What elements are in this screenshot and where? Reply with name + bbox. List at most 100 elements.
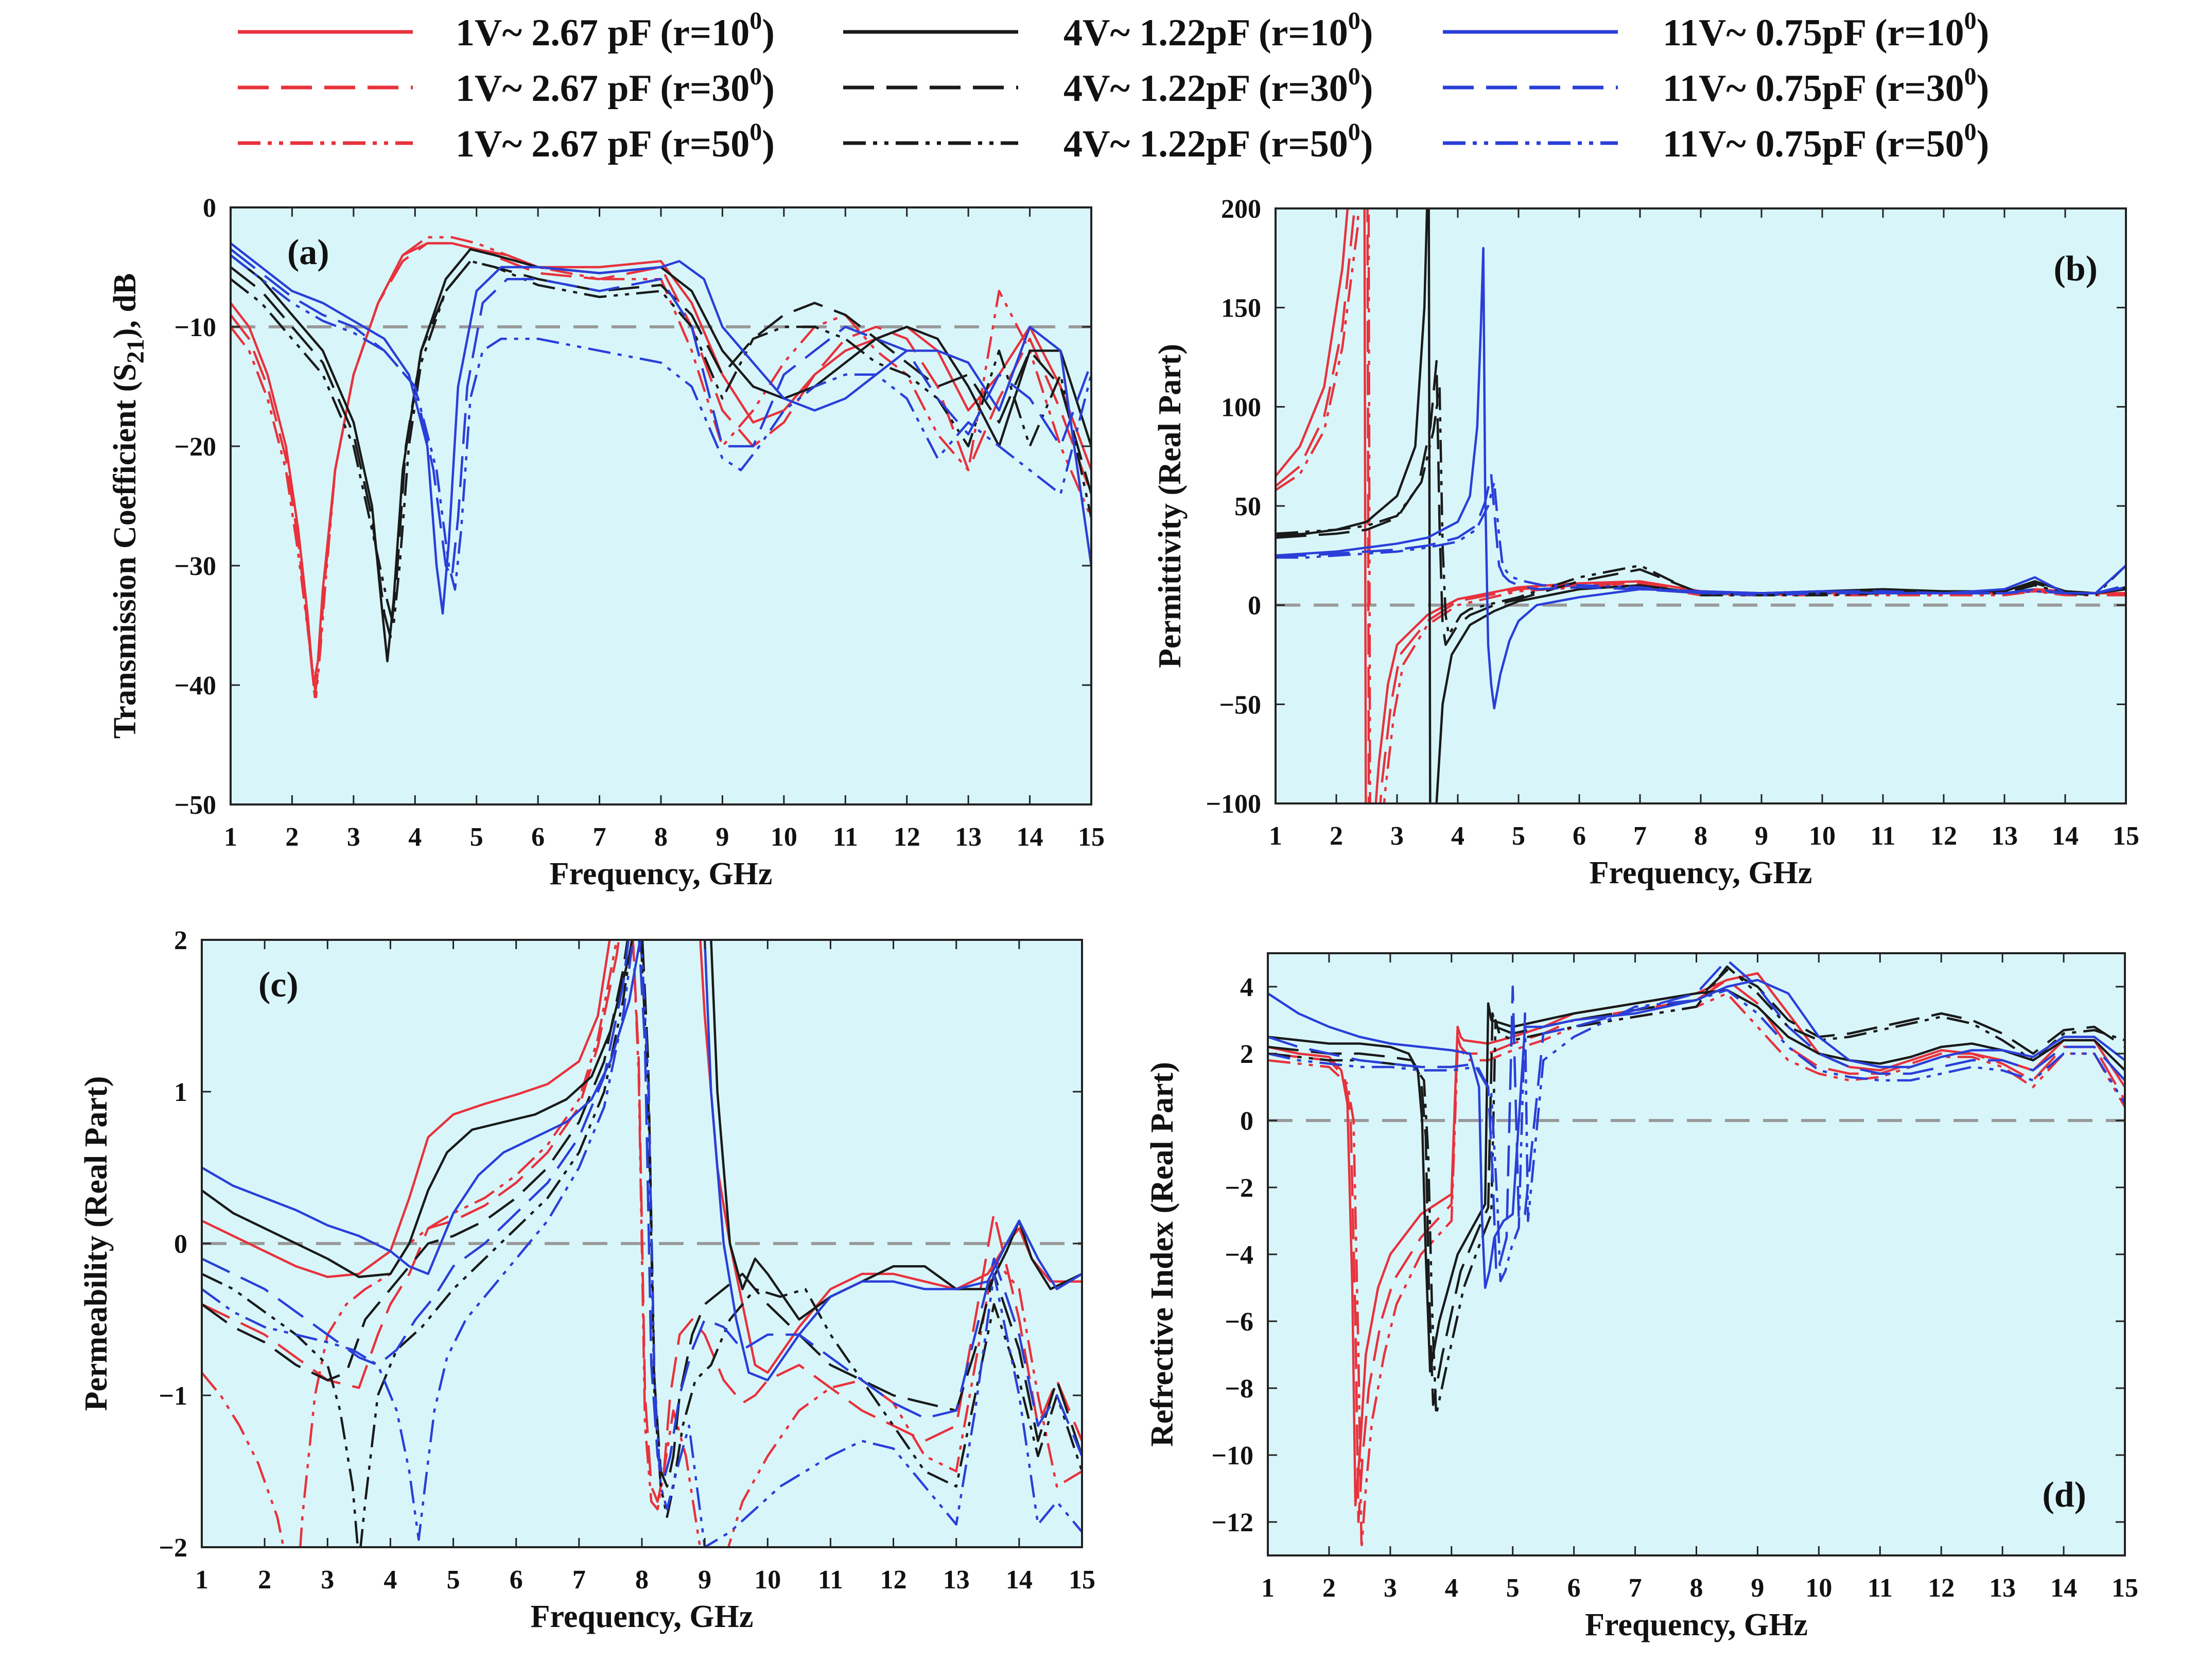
y-tick-label: −12 — [1211, 1508, 1253, 1537]
y-tick-label: −8 — [1225, 1374, 1253, 1404]
x-tick-label: 12 — [1930, 821, 1957, 851]
y-tick-label: −1 — [159, 1381, 187, 1411]
x-tick-label: 11 — [833, 822, 858, 852]
x-tick-label: 1 — [224, 822, 237, 852]
legend-label: 11V~ 0.75pF (r=300) — [1663, 63, 1989, 110]
x-tick-label: 2 — [1330, 821, 1343, 851]
series-blue-solid — [231, 242, 1091, 615]
x-tick-label: 4 — [408, 822, 422, 852]
legend-label: 1V~ 2.67 pF (r=300) — [456, 63, 775, 110]
series-group — [1268, 958, 2125, 1550]
x-tick-label: 10 — [1805, 1573, 1832, 1603]
x-tick-label: 13 — [955, 822, 982, 852]
panel-d: 1 2 3 4 5 6 7 8 9 10 11 12 13 14 15420−2−4−6−8−10−12Fr… — [1145, 952, 2138, 1642]
y-tick-label: 0 — [1240, 1107, 1253, 1136]
x-tick-label: 10 — [1809, 821, 1836, 851]
x-tick-label: 14 — [2050, 1573, 2077, 1603]
y-tick-label: −4 — [1225, 1240, 1253, 1270]
x-tick-label: 9 — [716, 822, 729, 852]
y-tick-label: 1 — [174, 1078, 187, 1107]
legend-label: 11V~ 0.75pF (r=500) — [1663, 118, 1989, 165]
legend-label: 4V~ 1.22pF (r=500) — [1063, 118, 1373, 165]
x-tick-label: 15 — [1069, 1565, 1095, 1595]
legend: 1V~ 2.67 pF (r=100) 1V~ 2.67 pF (r=300) 1V… — [238, 7, 1989, 165]
y-axis-label: Refrective Index (Real Part) — [1145, 1062, 1180, 1447]
x-tick-label: 7 — [593, 822, 606, 852]
plot-area — [231, 207, 1091, 804]
y-tick-label: 0 — [174, 1230, 187, 1259]
x-tick-label: 10 — [754, 1565, 781, 1595]
panels: 1 2 3 4 5 6 7 8 9 10 11 12 13 14 150−10−20−30−40−50Fre… — [79, 194, 2139, 1642]
x-tick-label: 8 — [654, 822, 668, 852]
panel-label: (a) — [287, 233, 329, 272]
series-blue-solid — [1268, 978, 2125, 1289]
x-tick-label: 1 — [1269, 821, 1282, 851]
x-tick-label: 2 — [285, 822, 299, 852]
series-blue-dash-dot-dot — [1276, 481, 2126, 597]
y-tick-label: −20 — [174, 432, 216, 462]
y-tick-label: −100 — [1206, 790, 1261, 819]
x-tick-label: 3 — [1384, 1573, 1397, 1603]
y-tick-label: 2 — [174, 926, 187, 955]
series-blue-dash-dot-dot — [1268, 989, 2125, 1283]
x-tick-label: 5 — [1512, 821, 1525, 851]
y-axis-label: Transmission Coefficient (S21), dB — [108, 273, 149, 739]
y-tick-label: 4 — [1240, 973, 1253, 1002]
x-tick-label: 7 — [572, 1565, 586, 1595]
legend-entry: 1V~ 2.67 pF (r=500) — [238, 118, 775, 165]
series-group — [231, 236, 1091, 698]
x-tick-label: 12 — [880, 1565, 907, 1595]
x-tick-label: 15 — [2112, 1573, 2138, 1603]
x-tick-label: 11 — [818, 1565, 843, 1595]
y-tick-label: −40 — [174, 671, 216, 701]
x-tick-label: 15 — [2113, 821, 2139, 851]
x-tick-label: 12 — [894, 822, 920, 852]
plot-area — [1276, 208, 2126, 803]
y-axis-label: Permittivity (Real Part) — [1153, 344, 1188, 668]
y-tick-label: −2 — [1225, 1174, 1253, 1203]
x-tick-label: 3 — [1390, 821, 1404, 851]
x-tick-label: 3 — [321, 1565, 334, 1595]
y-tick-label: 150 — [1221, 294, 1261, 323]
x-tick-label: 11 — [1870, 821, 1895, 851]
legend-label: 11V~ 0.75pF (r=100) — [1663, 7, 1989, 54]
y-tick-label: 0 — [1248, 591, 1261, 621]
legend-entry: 11V~ 0.75pF (r=300) — [1443, 63, 1989, 110]
legend-entry: 11V~ 0.75pF (r=500) — [1443, 118, 1989, 165]
x-tick-label: 6 — [1573, 821, 1586, 851]
legend-label: 4V~ 1.22pF (r=300) — [1063, 63, 1373, 110]
x-tick-label: 2 — [1322, 1573, 1336, 1603]
y-tick-label: 100 — [1221, 393, 1261, 422]
legend-label: 1V~ 2.67 pF (r=500) — [456, 118, 775, 165]
y-tick-label: 50 — [1234, 492, 1261, 521]
x-tick-label: 12 — [1928, 1573, 1955, 1603]
series-blue-long-dash — [231, 248, 1091, 579]
legend-entry: 4V~ 1.22pF (r=300) — [843, 63, 1373, 110]
series-red-long-dash — [202, 940, 1082, 1503]
x-tick-label: 11 — [1868, 1573, 1893, 1603]
legend-entry: 1V~ 2.67 pF (r=300) — [238, 63, 775, 110]
series-blue-dash-dot-dot — [231, 254, 1091, 591]
series-red-long-dash — [1268, 978, 2125, 1524]
x-tick-label: 13 — [1991, 821, 2018, 851]
series-blue-long-dash — [1268, 958, 2125, 1272]
series-group — [202, 940, 1082, 1547]
x-tick-label: 13 — [1989, 1573, 2016, 1603]
y-tick-label: −50 — [174, 791, 216, 820]
x-tick-label: 9 — [698, 1565, 711, 1595]
y-tick-label: −2 — [159, 1533, 187, 1563]
x-tick-label: 1 — [1261, 1573, 1275, 1603]
x-tick-label: 4 — [383, 1565, 397, 1595]
legend-entry: 4V~ 1.22pF (r=100) — [843, 7, 1373, 54]
x-tick-label: 7 — [1629, 1573, 1642, 1603]
x-tick-label: 6 — [531, 822, 545, 852]
x-axis-label: Frequency, GHz — [1585, 1607, 1808, 1642]
series-blue-solid — [202, 940, 1082, 1381]
x-tick-label: 1 — [195, 1565, 208, 1595]
y-tick-label: −10 — [1211, 1441, 1253, 1471]
x-axis-label: Frequency, GHz — [531, 1599, 754, 1634]
y-axis-label: Permeability (Real Part) — [79, 1076, 114, 1411]
y-tick-label: −50 — [1219, 690, 1261, 720]
